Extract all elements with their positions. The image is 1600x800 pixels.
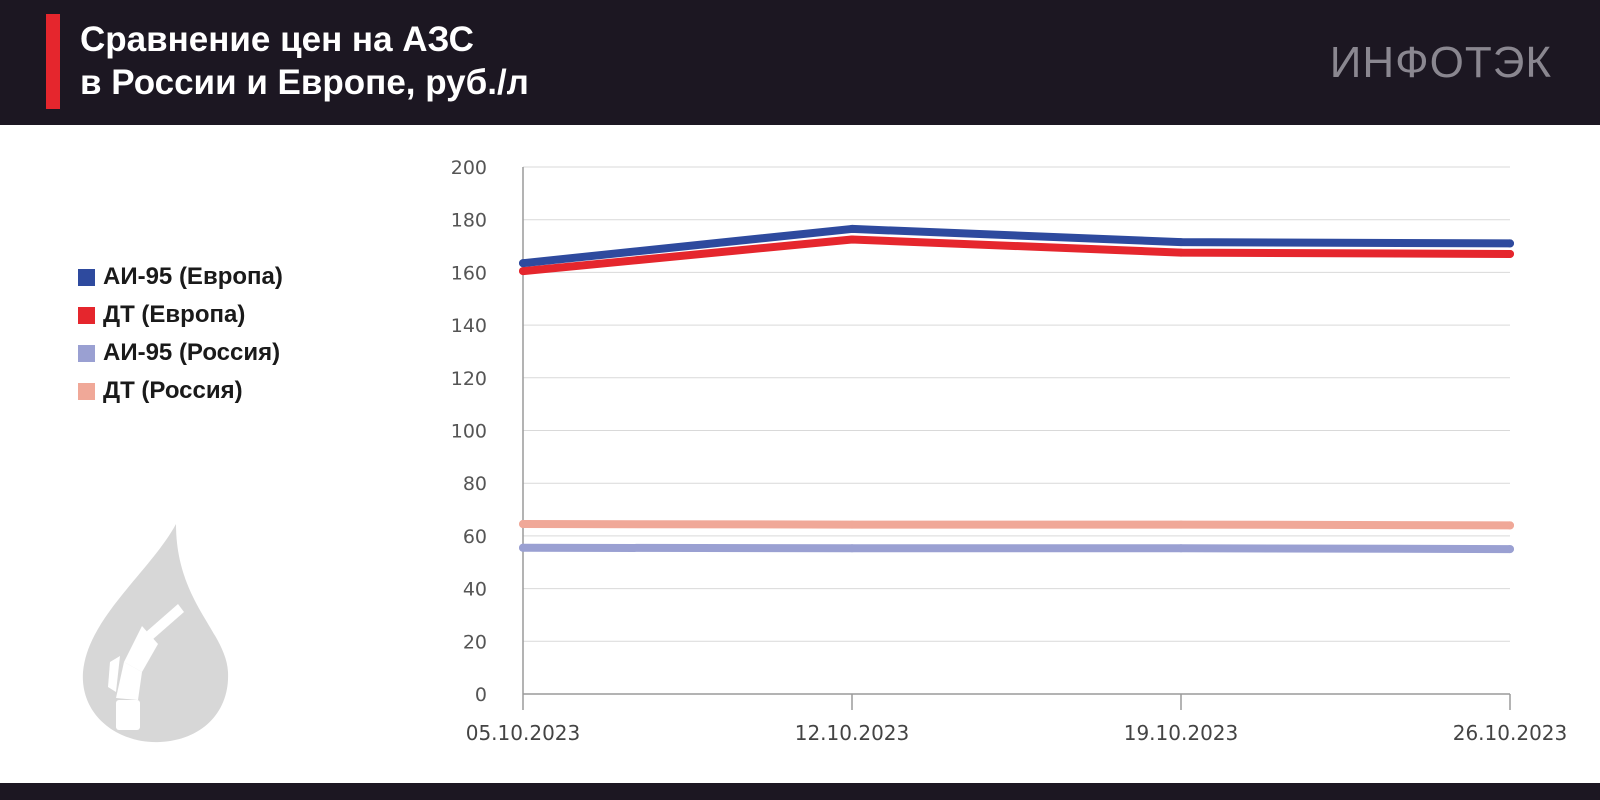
y-tick-label: 140 [451,315,487,337]
chart-legend: АИ-95 (Европа) ДТ (Европа) АИ-95 (Россия… [78,258,283,410]
y-tick-label: 80 [463,473,487,495]
x-tick-label: 05.10.2023 [466,721,581,745]
data-point [1177,520,1185,529]
data-point [1177,544,1185,553]
x-tick-label: 26.10.2023 [1453,721,1568,745]
data-point [519,543,527,552]
y-tick-label: 20 [463,631,487,653]
y-tick-label: 160 [451,262,487,284]
legend-item-dt-russia: ДТ (Россия) [78,372,283,410]
series-line-1 [519,235,1514,276]
data-point [848,520,856,529]
header-accent-bar [46,14,60,109]
data-point [1506,545,1514,554]
data-point [1506,239,1514,248]
legend-swatch-ai95-europe [78,268,95,286]
series-line-3 [519,520,1514,530]
legend-item-dt-europe: ДТ (Европа) [78,296,283,334]
data-point [1506,521,1514,530]
legend-label-ai95-europe: АИ-95 (Европа) [103,263,283,290]
y-tick-label: 180 [451,210,487,232]
legend-swatch-dt-europe [78,306,95,324]
series-line-2 [519,543,1514,554]
y-tick-label: 200 [451,157,487,179]
legend-label-ai95-russia: АИ-95 (Россия) [103,339,281,366]
x-tick-label: 12.10.2023 [795,721,910,745]
legend-label-dt-europe: ДТ (Европа) [103,301,246,328]
y-tick-label: 0 [475,684,487,706]
x-tick-label: 19.10.2023 [1124,721,1239,745]
data-point [1177,248,1185,257]
series-line-0 [519,224,1514,268]
page-title: Сравнение цен на АЗС в России и Европе, … [80,18,529,104]
data-point [1177,238,1185,247]
data-point [519,267,527,276]
y-tick-label: 60 [463,526,487,548]
title-line-1: Сравнение цен на АЗС [80,20,474,59]
data-point [848,224,856,233]
y-tick-label: 40 [463,579,487,601]
data-point [519,259,527,268]
brand-logo: ИНФОТЭК [1329,38,1552,87]
legend-swatch-dt-russia [78,382,95,400]
y-tick-label: 100 [451,421,487,443]
title-line-2: в России и Европе, руб./л [80,63,529,102]
footer-bar [0,783,1600,800]
data-point [848,544,856,553]
legend-label-dt-russia: ДТ (Россия) [103,377,243,404]
fuel-drop-nozzle-icon [82,524,229,743]
y-tick-label: 120 [451,368,487,390]
data-point [848,235,856,244]
legend-item-ai95-russia: АИ-95 (Россия) [78,334,283,372]
data-point [1506,249,1514,258]
data-point [519,520,527,529]
legend-swatch-ai95-russia [78,344,95,362]
legend-item-ai95-europe: АИ-95 (Европа) [78,258,283,296]
header-bar: Сравнение цен на АЗС в России и Европе, … [0,0,1600,125]
